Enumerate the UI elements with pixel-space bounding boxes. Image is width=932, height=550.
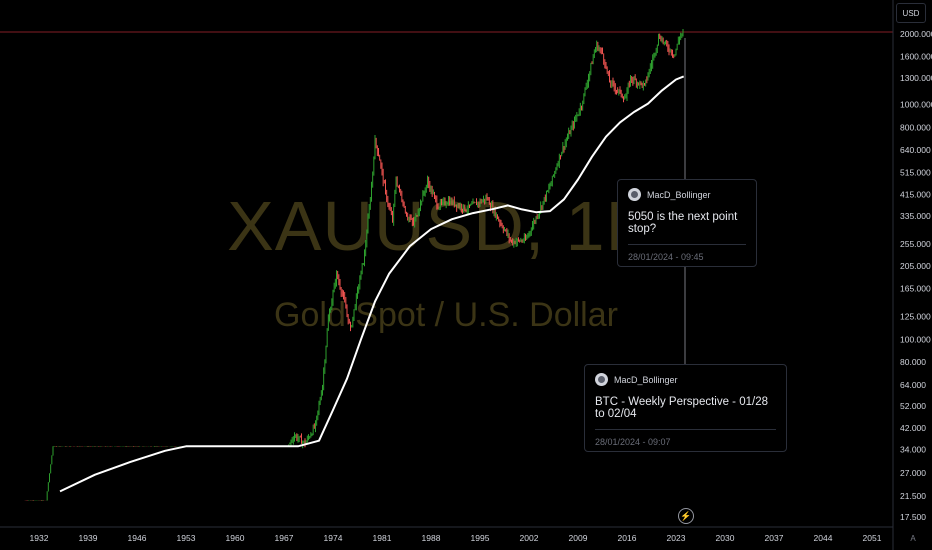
y-axis[interactable]: 17.500 21.500 27.000 34.000 42.000 52.000 64.0… bbox=[892, 0, 932, 550]
y-tick-label: 52.000 bbox=[900, 401, 926, 411]
y-tick-label: 21.500 bbox=[900, 491, 926, 501]
note-card-1[interactable]: MacD_Bollinger 5050 is the next point st… bbox=[617, 179, 757, 267]
x-tick-label: 1967 bbox=[275, 533, 294, 543]
x-tick-label: 1953 bbox=[177, 533, 196, 543]
y-tick-label: 27.000 bbox=[900, 468, 926, 478]
x-tick-label: 2002 bbox=[520, 533, 539, 543]
note-timestamp: 28/01/2024 - 09:07 bbox=[595, 437, 671, 447]
moving-average-line bbox=[59, 75, 685, 493]
note-author[interactable]: MacD_Bollinger bbox=[614, 374, 678, 385]
y-tick-label: 335.000 bbox=[900, 211, 931, 221]
y-tick-label: 1600.000 bbox=[900, 52, 932, 62]
y-tick-label: 125.000 bbox=[900, 312, 931, 322]
x-tick-label: 2051 bbox=[863, 533, 882, 543]
x-tick-label: 2030 bbox=[716, 533, 735, 543]
x-tick-label: 1946 bbox=[128, 533, 147, 543]
x-tick-label: 2016 bbox=[618, 533, 637, 543]
x-tick-label: 1974 bbox=[324, 533, 343, 543]
moving-average-series bbox=[59, 75, 685, 493]
x-tick-label: 2044 bbox=[814, 533, 833, 543]
x-tick-label: 1981 bbox=[373, 533, 392, 543]
y-tick-label: 165.000 bbox=[900, 283, 931, 293]
y-tick-label: 415.000 bbox=[900, 189, 931, 199]
x-tick-label: 1995 bbox=[471, 533, 490, 543]
note-text: BTC - Weekly Perspective - 01/28 to 02/0… bbox=[595, 396, 776, 430]
note-header: MacD_Bollinger bbox=[595, 373, 776, 386]
y-tick-label: 1000.000 bbox=[900, 100, 932, 110]
note-text: 5050 is the next point stop? bbox=[628, 211, 746, 245]
x-tick-label: 1932 bbox=[30, 533, 49, 543]
x-tick-label: 1939 bbox=[79, 533, 98, 543]
y-tick-label: 34.000 bbox=[900, 444, 926, 454]
auto-scale-button[interactable]: A bbox=[910, 533, 916, 543]
y-tick-label: 100.000 bbox=[900, 334, 931, 344]
y-tick-label: 640.000 bbox=[900, 145, 931, 155]
x-tick-label: 2037 bbox=[765, 533, 784, 543]
y-tick-label: 42.000 bbox=[900, 423, 926, 433]
note-author[interactable]: MacD_Bollinger bbox=[647, 189, 711, 200]
note-header: MacD_Bollinger bbox=[628, 188, 746, 201]
avatar bbox=[628, 188, 641, 201]
x-tick-label: 1960 bbox=[226, 533, 245, 543]
y-tick-label: 17.500 bbox=[900, 512, 926, 522]
watermark: XAUUSD, 1M Gold Spot / U.S. Dollar bbox=[227, 187, 665, 334]
x-axis[interactable]: 1932 1939 1946 1953 1960 1967 1974 1981 1988 1995… bbox=[0, 526, 893, 543]
lightning-icon[interactable]: ⚡ bbox=[678, 508, 694, 524]
x-tick-label: 2023 bbox=[667, 533, 686, 543]
y-tick-label: 2000.000 bbox=[900, 29, 932, 39]
note-card-2[interactable]: MacD_Bollinger BTC - Weekly Perspective … bbox=[584, 364, 787, 452]
x-tick-label: 2009 bbox=[569, 533, 588, 543]
watermark-symbol: XAUUSD, 1M bbox=[227, 187, 665, 265]
note-timestamp: 28/01/2024 - 09:45 bbox=[628, 252, 704, 262]
y-tick-label: 1300.000 bbox=[900, 73, 932, 83]
y-tick-label: 64.000 bbox=[900, 380, 926, 390]
y-tick-label: 515.000 bbox=[900, 167, 931, 177]
y-tick-label: 800.000 bbox=[900, 122, 931, 132]
avatar bbox=[595, 373, 608, 386]
x-tick-label: 1988 bbox=[422, 533, 441, 543]
y-tick-label: 80.000 bbox=[900, 357, 926, 367]
y-tick-label: 205.000 bbox=[900, 261, 931, 271]
currency-button[interactable]: USD bbox=[896, 3, 926, 23]
y-tick-label: 255.000 bbox=[900, 239, 931, 249]
watermark-description: Gold Spot / U.S. Dollar bbox=[274, 296, 618, 334]
